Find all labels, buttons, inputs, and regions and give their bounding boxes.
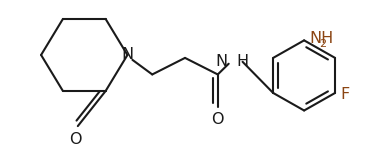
Text: 2: 2 [320, 39, 327, 49]
Text: H: H [236, 54, 249, 69]
Text: NH: NH [309, 31, 333, 46]
Text: O: O [211, 112, 224, 127]
Text: N: N [216, 54, 228, 69]
Text: F: F [340, 87, 349, 102]
Text: N: N [121, 47, 134, 62]
Text: O: O [70, 132, 82, 147]
